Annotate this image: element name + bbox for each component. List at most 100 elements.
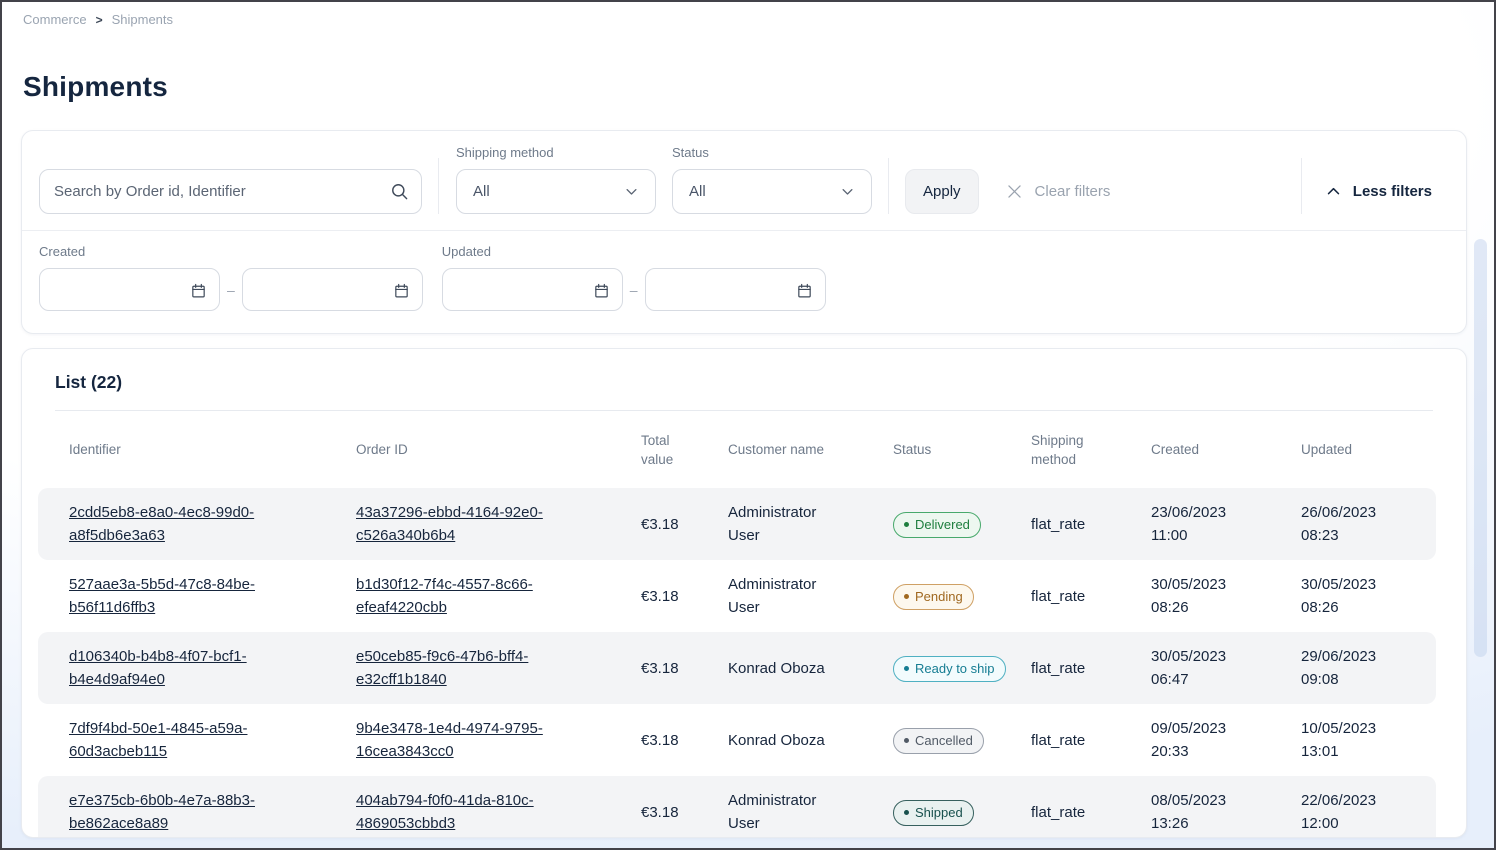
total-value-cell: €3.18	[641, 587, 679, 605]
column-header-created: Created	[1151, 442, 1200, 457]
divider	[888, 158, 889, 214]
page-title: Shipments	[23, 71, 168, 102]
order-id-link[interactable]: 404ab794-f0f0-41da-810c-4869053cbbd3	[356, 792, 534, 832]
divider	[1300, 158, 1302, 214]
updated-range-group: Updated –	[441, 243, 826, 311]
breadcrumb-shipments[interactable]: Shipments	[111, 12, 174, 27]
updated-to-field	[644, 268, 826, 311]
created-cell: 30/05/2023 08:26	[1151, 576, 1227, 616]
updated-cell: 30/05/2023 08:26	[1301, 576, 1377, 616]
identifier-cell: 7df9f4bd-50e1-4845-a59a-60d3acbeb115	[38, 717, 325, 763]
order-id-cell: 404ab794-f0f0-41da-810c-4869053cbbd3	[325, 789, 610, 835]
shipping-method-value: All	[473, 183, 490, 200]
shipping-method-filter: Shipping method All	[456, 144, 656, 214]
identifier-cell: 527aae3a-5b5d-47c8-84be-b56f11d6ffb3	[38, 573, 325, 619]
filter-panel: Shipping method All Status All Apply	[21, 130, 1467, 334]
status-badge: Cancelled	[893, 727, 984, 754]
order-id-link[interactable]: b1d30f12-7f4c-4557-8c66-efeaf4220cbb	[356, 576, 533, 616]
order-id-link[interactable]: 43a37296-ebbd-4164-92e0-c526a340b6b4	[356, 504, 543, 544]
table-header: Identifier Order ID Total value Customer…	[38, 411, 1436, 488]
breadcrumb-separator-icon: >	[95, 12, 103, 27]
order-id-link[interactable]: e50ceb85-f9c6-47b6-bff4-e32cff1b1840	[356, 648, 529, 688]
identifier-link[interactable]: 7df9f4bd-50e1-4845-a59a-60d3acbeb115	[69, 720, 248, 760]
order-id-cell: e50ceb85-f9c6-47b6-bff4-e32cff1b1840	[325, 645, 610, 691]
search-group	[39, 144, 422, 214]
close-icon	[1007, 185, 1021, 198]
identifier-link[interactable]: e7e375cb-6b0b-4e7a-88b3-be862ace8a89	[69, 792, 255, 832]
status-cell: Shipped	[862, 799, 1000, 826]
status-cell: Delivered	[862, 511, 1000, 538]
status-dot-icon	[904, 521, 909, 527]
search-input[interactable]	[39, 169, 422, 214]
list-title: List (22)	[55, 372, 123, 392]
divider	[438, 158, 439, 214]
customer-name-cell: Administrator User	[728, 576, 817, 616]
order-id-cell: 43a37296-ebbd-4164-92e0-c526a340b6b4	[325, 501, 610, 547]
total-value-cell: €3.18	[641, 515, 679, 533]
scrollbar-thumb[interactable]	[1474, 239, 1487, 657]
identifier-link[interactable]: 2cdd5eb8-e8a0-4ec8-99d0-a8f5db6e3a63	[69, 504, 255, 544]
chevron-down-icon	[842, 189, 853, 195]
less-filters-button[interactable]: Less filters	[1325, 169, 1432, 214]
created-from-field	[39, 268, 220, 311]
status-badge: Shipped	[893, 799, 974, 826]
column-header-customer-name: Customer name	[728, 442, 825, 457]
status-dot-icon	[904, 737, 909, 743]
apply-button[interactable]: Apply	[905, 169, 979, 214]
range-dash: –	[227, 281, 235, 298]
created-to-field	[241, 268, 423, 311]
updated-cell: 26/06/2023 08:23	[1301, 504, 1377, 544]
customer-name-cell: Konrad Oboza	[728, 659, 825, 677]
updated-cell: 10/05/2023 13:01	[1301, 720, 1377, 760]
shipping-method-label: Shipping method	[456, 145, 554, 160]
status-cell: Ready to ship	[862, 655, 1006, 682]
status-filter: Status All	[672, 144, 872, 214]
chevron-down-icon	[626, 189, 637, 195]
status-badge: Pending	[893, 583, 974, 610]
status-dot-icon	[904, 593, 909, 599]
status-select[interactable]: All	[672, 169, 872, 214]
created-cell: 08/05/2023 13:26	[1151, 792, 1227, 832]
shipping-method-cell: flat_rate	[1031, 731, 1086, 749]
table-row: e7e375cb-6b0b-4e7a-88b3-be862ace8a89 404…	[38, 776, 1436, 837]
status-badge: Delivered	[893, 511, 981, 538]
order-id-link[interactable]: 9b4e3478-1e4d-4974-9795-16cea3843cc0	[356, 720, 543, 760]
status-cell: Cancelled	[862, 727, 1000, 754]
table-row: 7df9f4bd-50e1-4845-a59a-60d3acbeb115 9b4…	[38, 704, 1436, 776]
updated-to-input[interactable]	[645, 269, 825, 310]
clear-filters-button[interactable]: Clear filters	[1005, 169, 1111, 214]
search-icon	[392, 184, 408, 200]
filter-row-main: Shipping method All Status All Apply	[22, 131, 1466, 230]
identifier-link[interactable]: d106340b-b4b8-4f07-bcf1-b4e4d9af94e0	[69, 648, 247, 688]
table-row: 527aae3a-5b5d-47c8-84be-b56f11d6ffb3 b1d…	[38, 560, 1436, 632]
identifier-link[interactable]: 527aae3a-5b5d-47c8-84be-b56f11d6ffb3	[69, 576, 255, 616]
identifier-cell: d106340b-b4b8-4f07-bcf1-b4e4d9af94e0	[38, 645, 325, 691]
updated-from-input[interactable]	[442, 269, 622, 310]
shipping-method-cell: flat_rate	[1031, 803, 1086, 821]
search-label-spacer	[39, 144, 422, 169]
divider	[55, 410, 1433, 411]
table-row: d106340b-b4b8-4f07-bcf1-b4e4d9af94e0 e50…	[38, 632, 1436, 704]
created-cell: 09/05/2023 20:33	[1151, 720, 1227, 760]
created-cell: 23/06/2023 11:00	[1151, 504, 1227, 544]
updated-from-field	[441, 268, 623, 311]
updated-cell: 22/06/2023 12:00	[1301, 792, 1377, 832]
customer-name-cell: Administrator User	[728, 792, 817, 832]
column-header-total-value: Total value	[641, 432, 674, 467]
column-header-shipping-method: Shipping method	[1031, 432, 1084, 467]
shipments-list-card: List (22) Identifier Order ID Total valu…	[21, 348, 1467, 838]
updated-cell: 29/06/2023 09:08	[1301, 648, 1377, 688]
created-from-input[interactable]	[40, 269, 219, 310]
shipping-method-cell: flat_rate	[1031, 587, 1086, 605]
clear-filters-label: Clear filters	[1034, 183, 1111, 200]
shipping-method-cell: flat_rate	[1031, 515, 1086, 533]
table-row: 2cdd5eb8-e8a0-4ec8-99d0-a8f5db6e3a63 43a…	[38, 488, 1436, 560]
created-cell: 30/05/2023 06:47	[1151, 648, 1227, 688]
breadcrumb-commerce[interactable]: Commerce	[23, 12, 87, 27]
column-header-status: Status	[893, 442, 932, 457]
created-to-input[interactable]	[242, 269, 422, 310]
total-value-cell: €3.18	[641, 803, 679, 821]
status-dot-icon	[904, 665, 909, 671]
shipping-method-select[interactable]: All	[456, 169, 656, 214]
